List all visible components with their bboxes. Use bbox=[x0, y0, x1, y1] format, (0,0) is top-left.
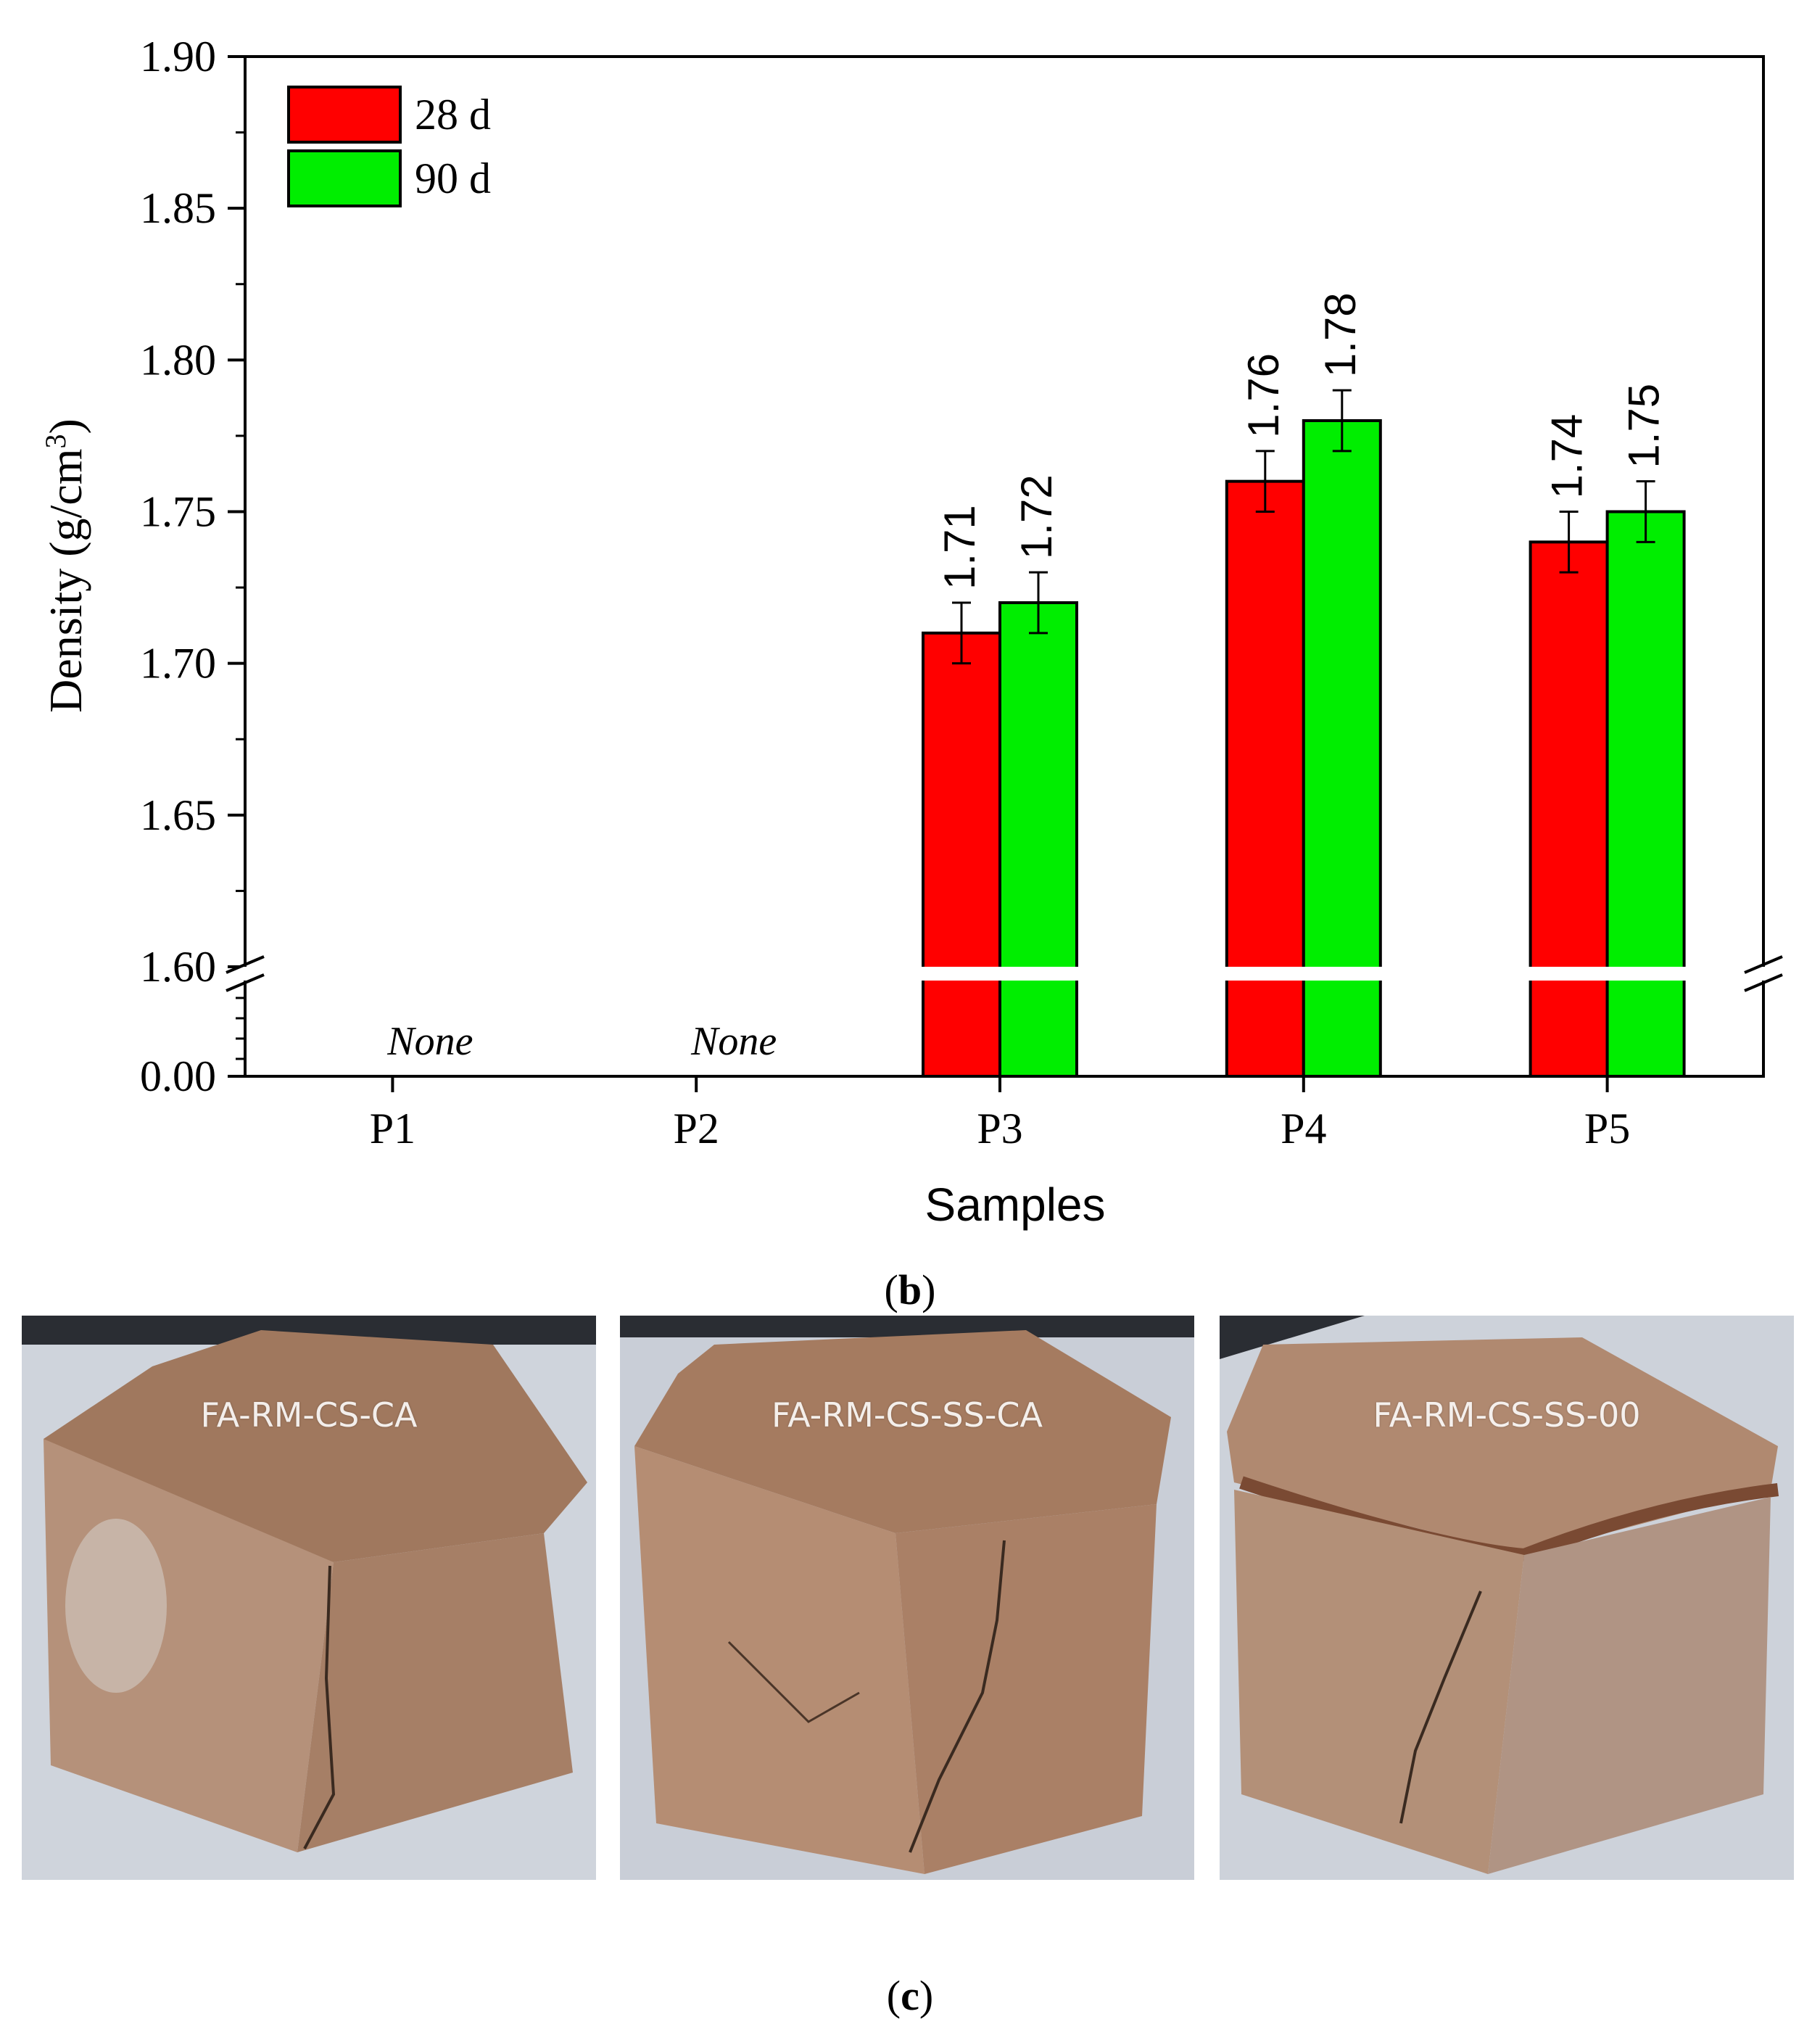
axis-break-mark-left bbox=[226, 973, 265, 992]
panel-label-b: (b) bbox=[884, 1266, 936, 1313]
x-tick-label-p1: P1 bbox=[370, 1105, 415, 1152]
data-label-p4-90d: 1.78 bbox=[1316, 292, 1365, 377]
legend-swatch-28d bbox=[287, 86, 402, 144]
none-label-p1: None bbox=[386, 1019, 473, 1064]
y-tick-label: 1.80 bbox=[140, 336, 216, 384]
legend-label-28d: 28 d bbox=[415, 91, 491, 139]
x-tick-label-p5: P5 bbox=[1584, 1105, 1630, 1152]
panel-label-c: (c) bbox=[886, 1972, 934, 2019]
axis-break-gap-left bbox=[238, 967, 252, 981]
axis-break-gap bbox=[247, 967, 1761, 981]
axis-break-mark-right bbox=[1744, 973, 1783, 992]
axis-break-mark-left bbox=[226, 955, 265, 974]
data-label-p3-90d: 1.72 bbox=[1012, 474, 1061, 559]
photo-caption-2: FA-RM-CS-SS-CA bbox=[771, 1395, 1043, 1435]
y-tick-label: 1.75 bbox=[140, 488, 216, 536]
specimen-photo-1: FA-RM-CS-CA bbox=[22, 1316, 596, 1880]
legend-swatch-90d bbox=[287, 149, 402, 207]
bar-p3-28d bbox=[922, 631, 1001, 1076]
bar-p3-90d bbox=[998, 601, 1078, 1076]
cube-photo-1 bbox=[22, 1316, 596, 1880]
none-label-p2: None bbox=[690, 1019, 777, 1064]
legend: 28 d 90 d bbox=[287, 86, 491, 207]
data-label-p5-28d: 1.74 bbox=[1543, 414, 1592, 499]
photo-caption-3: FA-RM-CS-SS-00 bbox=[1373, 1395, 1641, 1435]
specimen-photo-2: FA-RM-CS-SS-CA bbox=[620, 1316, 1194, 1880]
y-tick-label: 1.65 bbox=[140, 791, 216, 839]
bar-p5-90d bbox=[1605, 510, 1686, 1076]
data-label-p4-28d: 1.76 bbox=[1239, 353, 1288, 438]
specimen-photo-3: FA-RM-CS-SS-00 bbox=[1220, 1316, 1794, 1880]
axis-break-mark-right bbox=[1744, 955, 1783, 974]
data-label-p3-28d: 1.71 bbox=[935, 505, 984, 590]
y-tick-label: 1.60 bbox=[140, 943, 216, 991]
photo-caption-1: FA-RM-CS-CA bbox=[200, 1395, 418, 1435]
cube-photo-2 bbox=[620, 1316, 1194, 1880]
y-tick-label: 1.90 bbox=[140, 33, 216, 81]
y-tick-label: 1.85 bbox=[140, 184, 216, 232]
y-axis-title: Density (g/cm3) bbox=[39, 418, 92, 713]
x-tick-label-p4: P4 bbox=[1281, 1105, 1326, 1152]
density-bar-chart: 1.71 1.72 1.76 1.78 1.74 1.75 None None P1 P2 P3 P… bbox=[39, 33, 1783, 1231]
axis-break-gap-right bbox=[1756, 967, 1771, 981]
legend-label-90d: 90 d bbox=[415, 154, 491, 202]
bar-p4-28d bbox=[1225, 479, 1305, 1076]
x-tick-label-p2: P2 bbox=[674, 1105, 719, 1152]
x-tick-label-p3: P3 bbox=[977, 1105, 1022, 1152]
bar-p5-28d bbox=[1529, 540, 1609, 1076]
x-axis-title: Samples bbox=[925, 1179, 1106, 1231]
y-tick-label: 1.70 bbox=[140, 640, 216, 688]
data-label-p5-90d: 1.75 bbox=[1620, 384, 1668, 469]
cube-photo-3 bbox=[1220, 1316, 1794, 1880]
y-tick-label: 0.00 bbox=[140, 1052, 216, 1100]
